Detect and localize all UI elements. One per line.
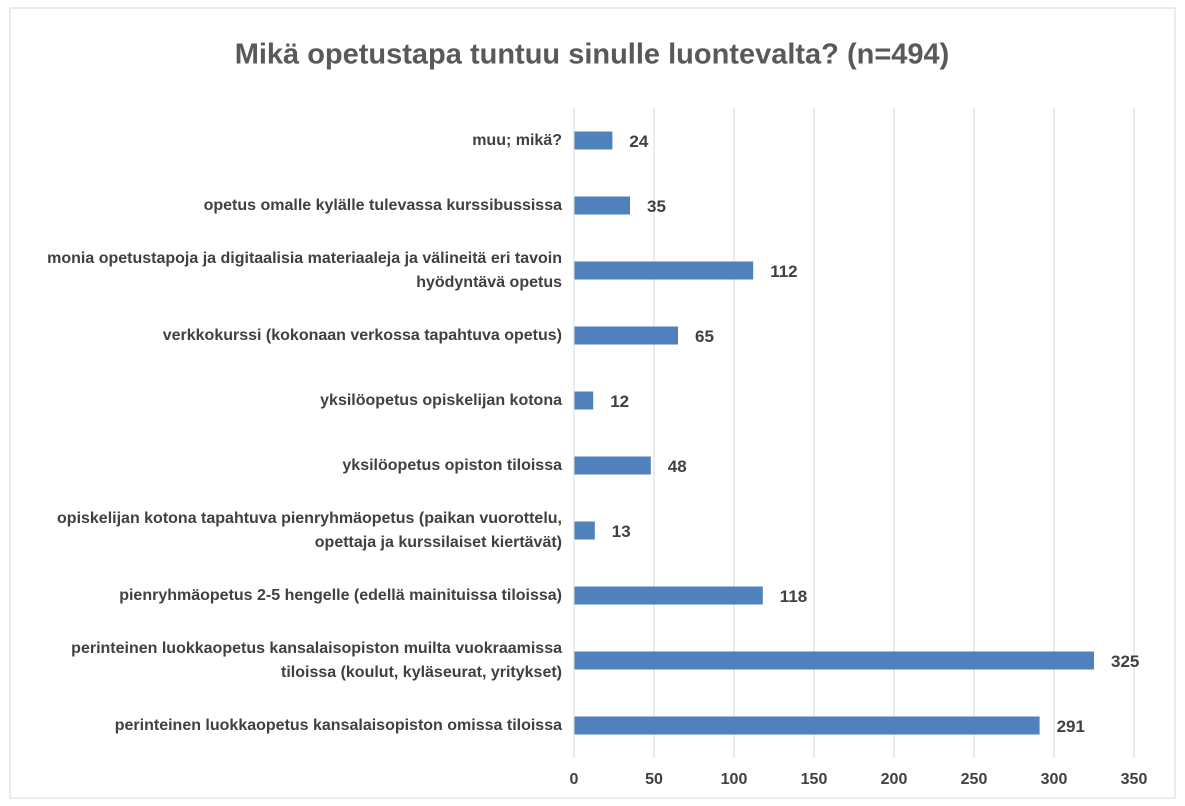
y-tick-label: perinteinen luokkaopetus kansalaisopisto… — [114, 716, 562, 734]
data-label: 291 — [1057, 717, 1085, 736]
y-tick-label: opiskelijan kotona tapahtuva pienryhmäop… — [57, 509, 562, 551]
bar — [574, 521, 595, 540]
bar — [574, 716, 1040, 735]
bar — [574, 261, 754, 280]
data-label: 112 — [770, 262, 797, 281]
y-tick-label: yksilöopetus opiskelijan kotona — [320, 391, 562, 409]
data-label: 65 — [695, 327, 714, 346]
x-tick-label: 200 — [881, 771, 908, 788]
x-tick-label: 350 — [1121, 771, 1148, 788]
data-label: 118 — [780, 587, 807, 606]
chart-border — [9, 7, 1176, 799]
x-tick-label: 250 — [961, 771, 988, 788]
y-tick-label: muu; mikä? — [472, 131, 562, 149]
data-label: 325 — [1111, 652, 1139, 671]
y-tick-label: perinteinen luokkaopetus kansalaisopisto… — [71, 639, 562, 681]
y-tick-label: opetus omalle kylälle tulevassa kurssibu… — [203, 196, 562, 214]
x-tick-label: 100 — [721, 771, 748, 788]
chart-title: Mikä opetustapa tuntuu sinulle luonteval… — [235, 39, 950, 71]
x-tick-label: 0 — [570, 771, 579, 788]
data-label: 12 — [610, 392, 629, 411]
x-tick-label: 300 — [1041, 771, 1068, 788]
y-tick-label: pienryhmäopetus 2-5 hengelle (edellä mai… — [119, 586, 562, 604]
data-label: 13 — [612, 522, 631, 541]
y-tick-label: monia opetustapoja ja digitaalisia mater… — [47, 249, 562, 291]
bar — [574, 586, 763, 605]
bar — [574, 651, 1094, 670]
data-label: 24 — [629, 132, 648, 151]
bar — [574, 456, 651, 475]
bar — [574, 391, 594, 410]
y-tick-label: yksilöopetus opiston tiloissa — [342, 456, 562, 474]
bar — [574, 196, 630, 215]
y-tick-label: verkkokurssi (kokonaan verkossa tapahtuv… — [162, 326, 562, 344]
data-label: 35 — [647, 197, 666, 216]
data-label: 48 — [668, 457, 687, 476]
x-tick-label: 50 — [645, 771, 663, 788]
x-tick-label: 150 — [801, 771, 828, 788]
bar — [574, 326, 678, 345]
bar — [574, 131, 613, 150]
